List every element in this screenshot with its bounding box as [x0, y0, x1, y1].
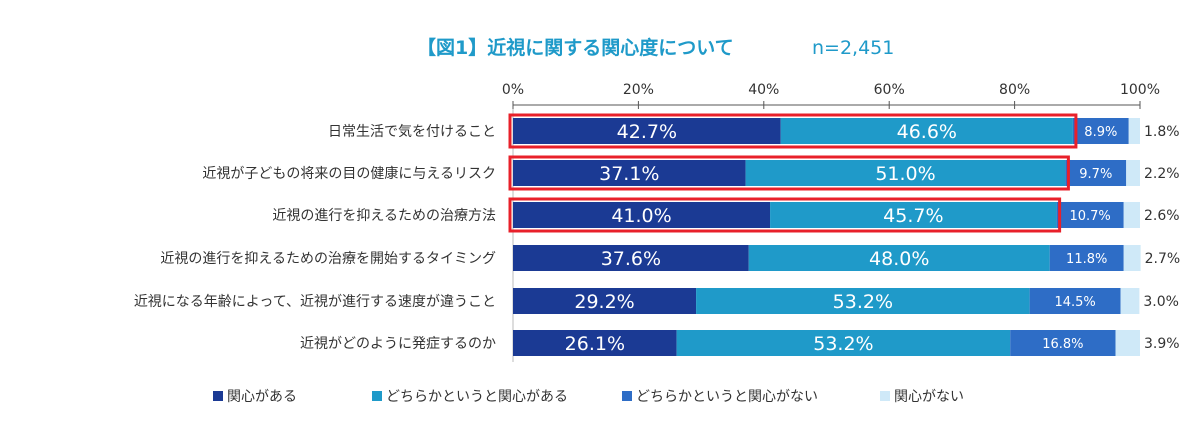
- category-label: 近視の進行を抑えるための治療を開始するタイミング: [160, 250, 496, 267]
- data-label: 14.5%: [1054, 295, 1095, 310]
- data-label: 42.7%: [617, 121, 677, 143]
- bar-segment: [1010, 330, 1116, 356]
- bar-segment: [1056, 202, 1124, 228]
- x-tick-label: 80%: [999, 82, 1030, 98]
- data-label: 53.2%: [813, 333, 873, 355]
- data-label: 3.9%: [1144, 336, 1180, 352]
- highlight-frame: [508, 155, 1070, 191]
- data-label: 1.8%: [1144, 124, 1180, 140]
- category-label: 日常生活で気を付けること: [328, 124, 496, 140]
- bar-segment: [513, 245, 749, 271]
- bar-segment: [676, 330, 1011, 356]
- legend-swatch: [622, 391, 632, 401]
- data-label: 37.1%: [599, 163, 659, 185]
- bar-segment: [1049, 245, 1124, 271]
- bar-segment: [745, 160, 1066, 186]
- bar-segment: [1123, 202, 1140, 228]
- legend-label: 関心がない: [894, 389, 964, 405]
- data-label: 37.6%: [601, 248, 661, 270]
- bar-segment: [1126, 160, 1140, 186]
- category-label: 近視がどのように発症するのか: [300, 336, 496, 352]
- data-label: 11.8%: [1066, 252, 1107, 267]
- data-label: 48.0%: [869, 248, 929, 270]
- bar-segment: [513, 288, 697, 314]
- data-label: 8.9%: [1084, 125, 1117, 140]
- bar-segment: [748, 245, 1050, 271]
- data-label: 16.8%: [1042, 337, 1083, 352]
- sample-size-label: n=2,451: [812, 37, 894, 59]
- bar-segment: [696, 288, 1030, 314]
- legend-label: 関心がある: [227, 389, 297, 405]
- legend-label: どちらかというと関心がある: [386, 389, 568, 405]
- data-label: 10.7%: [1069, 209, 1110, 224]
- bar-segment: [1128, 118, 1140, 144]
- data-label: 2.2%: [1144, 166, 1180, 182]
- highlight-frame: [508, 197, 1062, 233]
- bar-segment: [513, 160, 746, 186]
- highlight-frame: [508, 113, 1078, 149]
- legend-swatch: [880, 391, 890, 401]
- data-label: 29.2%: [574, 291, 634, 313]
- chart-title: 【図1】近視に関する関心度について: [417, 36, 734, 59]
- data-label: 3.0%: [1143, 294, 1179, 310]
- bar-segment: [770, 202, 1057, 228]
- category-label: 近視が子どもの将来の目の健康に与えるリスク: [202, 165, 496, 182]
- bar-segment: [1065, 160, 1127, 186]
- bar-segment: [513, 202, 771, 228]
- data-label: 46.6%: [897, 121, 957, 143]
- data-label: 9.7%: [1079, 167, 1112, 182]
- x-tick-label: 0%: [502, 82, 524, 98]
- bar-segment: [513, 330, 677, 356]
- bar-segment: [1072, 118, 1129, 144]
- bar-segment: [1120, 288, 1140, 314]
- category-label: 近視の進行を抑えるための治療方法: [272, 207, 496, 224]
- bar-segment: [780, 118, 1073, 144]
- data-label: 2.6%: [1144, 208, 1180, 224]
- data-label: 2.7%: [1145, 251, 1181, 267]
- x-tick-label: 60%: [874, 82, 905, 98]
- data-label: 53.2%: [833, 291, 893, 313]
- legend-swatch: [372, 391, 382, 401]
- bar-segment: [1029, 288, 1121, 314]
- legend-swatch: [213, 391, 223, 401]
- bar-segment: [513, 118, 781, 144]
- data-label: 45.7%: [883, 205, 943, 227]
- data-label: 51.0%: [875, 163, 935, 185]
- bar-segment: [1123, 245, 1141, 271]
- bar-segment: [1115, 330, 1140, 356]
- x-tick-label: 100%: [1120, 82, 1160, 98]
- data-label: 26.1%: [565, 333, 625, 355]
- x-tick-label: 40%: [748, 82, 779, 98]
- legend-label: どちらかというと関心がない: [636, 389, 818, 405]
- category-label: 近視になる年齢によって、近視が進行する速度が違うこと: [134, 294, 496, 310]
- data-label: 41.0%: [611, 205, 671, 227]
- x-tick-label: 20%: [623, 82, 654, 98]
